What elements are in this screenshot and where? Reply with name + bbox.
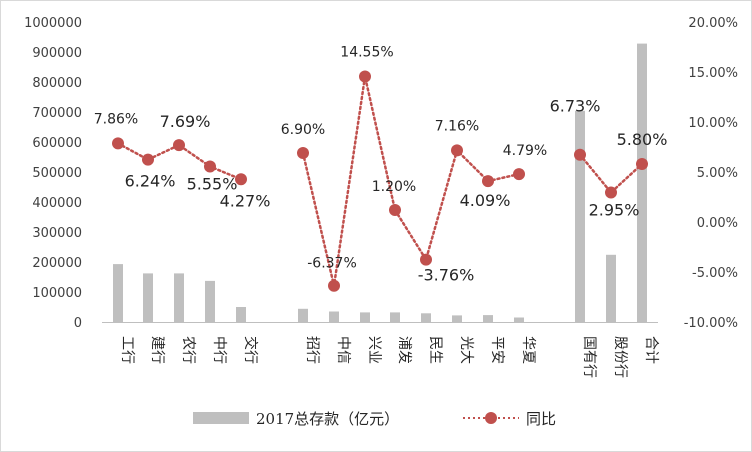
category-label: 兴业 [366,336,382,364]
legend-line-marker [485,412,497,424]
category-label: 股份行 [612,336,628,378]
data-label: -6.37% [307,256,357,272]
category-label: 交行 [242,336,259,364]
category-label: 平安 [489,336,505,364]
category-label: 光大 [458,336,474,364]
data-label: 7.69% [160,112,211,131]
data-label: 14.55% [340,45,393,61]
category-label: 工行 [119,336,135,364]
data-label: 7.16% [435,118,479,134]
data-label: 4.79% [503,143,547,159]
line-segment-1 [301,76,521,286]
bar-11 [483,315,493,322]
line-point-13 [574,148,586,161]
line-point-14 [605,186,617,199]
bar-10 [452,315,462,322]
category-label: 合计 [643,336,659,364]
line-segment-0 [116,142,243,181]
left-tick-label: 200000 [32,256,82,271]
category-label: 国有行 [581,336,597,378]
left-tick-label: 100000 [32,286,82,301]
data-label: 6.73% [550,97,601,116]
left-tick-label: 600000 [32,136,82,151]
bar-7 [360,312,370,322]
category-label: 农行 [180,336,196,364]
left-tick-label: 400000 [32,196,82,211]
bar-series-group [113,43,647,322]
bar-6 [329,311,339,322]
line-point-8 [389,204,401,216]
left-tick-label: 700000 [32,106,82,121]
line-point-2 [173,139,185,152]
bar-15 [637,43,647,322]
data-label: 6.24% [125,172,176,191]
category-label: 建行 [149,336,165,364]
line-point-3 [204,160,216,173]
bar-4 [236,307,246,322]
bar-14 [606,254,616,322]
bar-9 [421,313,431,322]
data-label: 7.86% [94,111,138,127]
line-point-5 [297,147,309,159]
right-tick-label: 5.00% [697,166,738,181]
category-label: 中行 [211,336,227,364]
right-tick-label: 0.00% [697,216,738,231]
bar-3 [205,280,215,322]
line-point-6 [328,279,340,292]
data-label: 6.90% [281,122,325,138]
line-point-1 [142,153,154,166]
right-tick-label: 10.00% [688,116,738,131]
line-point-10 [451,144,463,157]
data-label: 4.27% [220,191,271,210]
bar-12 [514,317,524,322]
line-point-4 [235,173,247,186]
right-tick-label: -10.00% [684,316,738,331]
bar-5 [298,308,308,322]
category-label: 招行 [304,336,320,364]
legend-bar-label: 2017总存款（亿元） [256,410,399,428]
category-label: 中信 [335,336,351,364]
data-label: 5.80% [617,130,668,149]
left-tick-label: 800000 [32,76,82,91]
category-labels: 工行 建行 农行 中行 交行 招行 中信 兴业 浦发 民生 光大 平安 华夏 国有行 股份行 合计 [119,336,659,378]
data-label: 4.09% [460,191,511,210]
right-tick-label: -5.00% [692,266,738,281]
category-label: 华夏 [520,336,536,364]
line-point-9 [420,253,432,266]
bar-0 [113,264,123,322]
data-labels-group: 7.86% 6.24% 7.69% 5.55%4.27% 6.90% -6.37% 14.5… [94,45,668,285]
line-points-group [112,70,648,292]
right-tick-label: 15.00% [688,66,738,81]
line-point-11 [482,175,494,188]
bar-8 [390,312,400,322]
bar-2 [174,273,184,322]
line-point-12 [513,168,525,181]
category-label: 民生 [427,336,443,364]
right-tick-label: 20.00% [688,16,738,31]
left-tick-label: 300000 [32,226,82,241]
left-tick-label: 0 [74,316,82,331]
bar-13 [575,110,585,322]
left-tick-label: 900000 [32,46,82,61]
line-point-15 [636,158,648,170]
left-tick-label: 1000000 [24,16,82,31]
legend-bar-swatch [193,412,249,424]
left-tick-label: 500000 [32,166,82,181]
line-point-7 [359,70,371,83]
left-axis-ticks: 0 100000 200000 300000 400000 500000 600000 700… [24,16,82,331]
category-label: 浦发 [396,336,412,364]
legend-line-label: 同比 [526,410,556,428]
data-label: -3.76% [418,266,475,285]
right-axis-ticks: -10.00% -5.00% 0.00% 5.00% 10.00% 15.00% 20.00… [684,16,738,331]
data-label: 2.95% [589,201,640,220]
legend: 2017总存款（亿元） 同比 [193,410,556,428]
data-label: 1.20% [372,179,416,195]
data-label: 5.55% [187,175,238,194]
bar-1 [143,273,153,322]
line-point-0 [112,137,124,150]
